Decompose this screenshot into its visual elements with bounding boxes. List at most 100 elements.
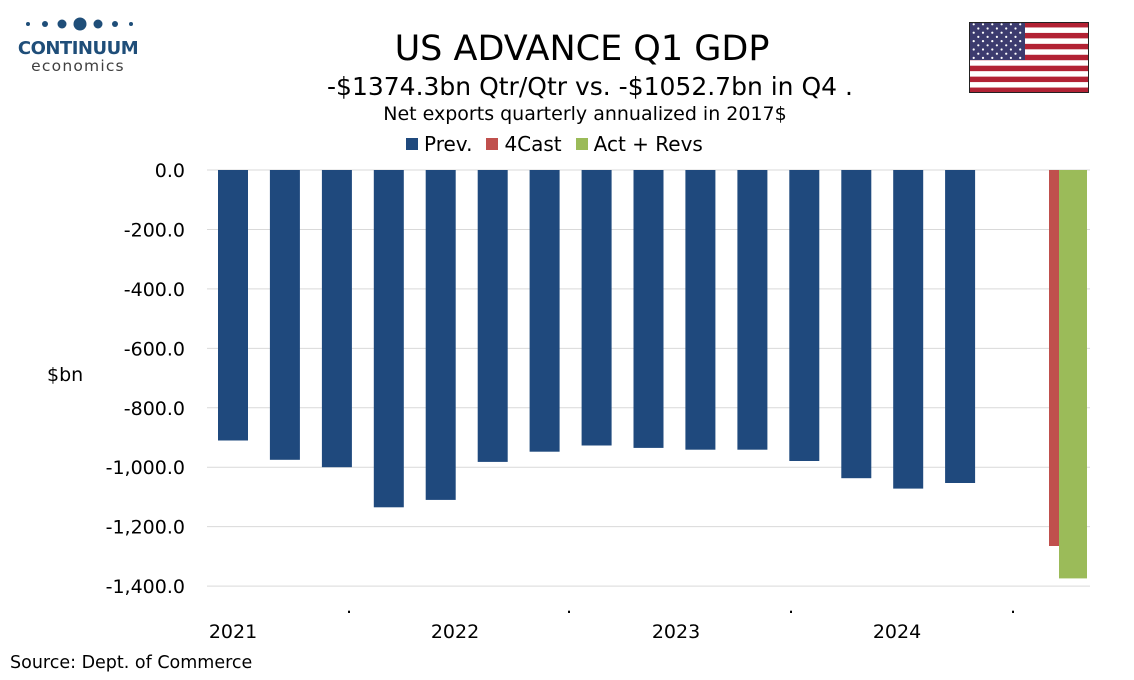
flag-star	[986, 27, 989, 30]
bar-prev	[321, 170, 352, 468]
chart-caption: Net exports quarterly annualized in 2017…	[383, 103, 787, 125]
y-tick-label: -1,000.0	[106, 457, 185, 479]
flag-star	[1005, 44, 1008, 47]
flag-star	[981, 56, 985, 60]
flag-star	[986, 52, 989, 55]
y-tick-label: -800.0	[124, 398, 185, 420]
x-tick-label: .	[1010, 596, 1016, 618]
bar-prev	[425, 170, 456, 500]
flag-star	[1000, 31, 1003, 34]
flag-star	[991, 40, 994, 43]
flag-star	[995, 35, 998, 38]
flag-star	[1014, 35, 1017, 38]
y-tick-label: -1,400.0	[106, 576, 185, 598]
bar-prev	[893, 170, 924, 489]
legend-item-prev: Prev.	[406, 132, 472, 156]
flag-star	[972, 56, 975, 60]
flag-star	[981, 23, 985, 26]
bar-prev	[633, 170, 664, 448]
flag-star	[1000, 48, 1003, 51]
flag-star	[1014, 52, 1017, 55]
flag-star	[977, 52, 980, 55]
bar-prev	[477, 170, 508, 462]
legend-item-4cast: 4Cast	[486, 132, 562, 156]
flag-star	[1000, 23, 1003, 26]
bar-prev	[685, 170, 716, 450]
flag-stripe	[969, 76, 1089, 83]
flag-star	[977, 27, 980, 30]
flag-star	[986, 44, 989, 47]
flag-stripe	[969, 22, 1089, 28]
bar-prev	[945, 170, 976, 483]
x-tick-label: .	[788, 596, 794, 618]
x-tick-label: 2024	[873, 621, 921, 643]
bar-prev	[218, 170, 248, 441]
legend-swatch-prev	[406, 138, 418, 150]
bar-prev	[529, 170, 560, 452]
y-tick-label: -200.0	[124, 219, 185, 241]
source-note: Source: Dept. of Commerce	[10, 653, 253, 673]
logo-sub: economics	[31, 57, 125, 75]
flag-star	[972, 31, 975, 34]
x-tick-label: 2022	[431, 621, 479, 643]
flag-star	[1014, 44, 1017, 47]
flag-star	[991, 23, 994, 26]
flag-star	[1019, 48, 1022, 51]
flag-star	[1009, 56, 1012, 60]
flag-stripe	[969, 32, 1089, 39]
bar-prev	[269, 170, 300, 460]
bar-4cast	[1049, 170, 1059, 546]
logo-name: CONTINUUM	[17, 38, 139, 59]
legend-label-prev: Prev.	[424, 132, 473, 156]
legend-swatch-4cast	[486, 138, 499, 150]
bar-act-revs	[1059, 170, 1087, 579]
legend-swatch-act	[575, 138, 588, 150]
chart-title: US ADVANCE Q1 GDP	[394, 29, 770, 69]
flag-star	[1000, 40, 1003, 43]
flag-star	[986, 35, 989, 38]
bar-prev	[581, 170, 612, 446]
continuum-logo: CONTINUUM economics	[10, 14, 140, 76]
flag-star	[991, 56, 994, 60]
flag-star	[1000, 56, 1003, 60]
x-tick-label: .	[346, 596, 352, 618]
x-tick-label: 2021	[209, 621, 257, 643]
flag-star	[972, 40, 975, 43]
flag-star	[977, 35, 980, 38]
flag-star	[972, 48, 975, 51]
flag-stripe	[969, 54, 1089, 61]
flag-star	[1019, 56, 1022, 60]
x-tick-label: .	[566, 596, 572, 618]
flag-stripe	[969, 87, 1089, 93]
flag-star	[972, 23, 975, 26]
legend-label-4cast: 4Cast	[504, 132, 562, 156]
flag-star	[1009, 48, 1012, 51]
bar-prev	[841, 170, 872, 479]
flag-star	[1019, 40, 1022, 43]
legend-label-act: Act + Revs	[593, 132, 703, 156]
y-tick-label: 0.0	[155, 160, 185, 182]
y-axis-label: $bn	[47, 364, 83, 386]
legend-item-act: Act + Revs	[575, 132, 703, 156]
flag-star	[1009, 40, 1012, 43]
logo-dots-icon	[26, 17, 133, 31]
flag-star	[1009, 23, 1012, 26]
chart-subtitle: -$1374.3bn Qtr/Qtr vs. -$1052.7bn in Q4 …	[327, 72, 853, 101]
flag-star	[1005, 35, 1008, 38]
x-tick-label: 2023	[652, 621, 700, 643]
flag-star	[1005, 52, 1008, 55]
flag-star	[981, 31, 985, 34]
y-tick-label: -600.0	[124, 338, 185, 360]
flag-star	[995, 27, 998, 30]
flag-star	[1014, 27, 1017, 30]
flag-star	[995, 52, 998, 55]
us-flag-icon	[969, 22, 1089, 93]
flag-star	[1009, 31, 1012, 34]
flag-star	[1019, 23, 1022, 26]
bar-prev	[789, 170, 820, 461]
flag-star	[1019, 31, 1022, 34]
chart-legend: Prev. 4Cast Act + Revs	[406, 131, 717, 157]
bar-prev	[373, 170, 404, 508]
flag-star	[977, 44, 980, 47]
flag-star	[981, 40, 985, 43]
